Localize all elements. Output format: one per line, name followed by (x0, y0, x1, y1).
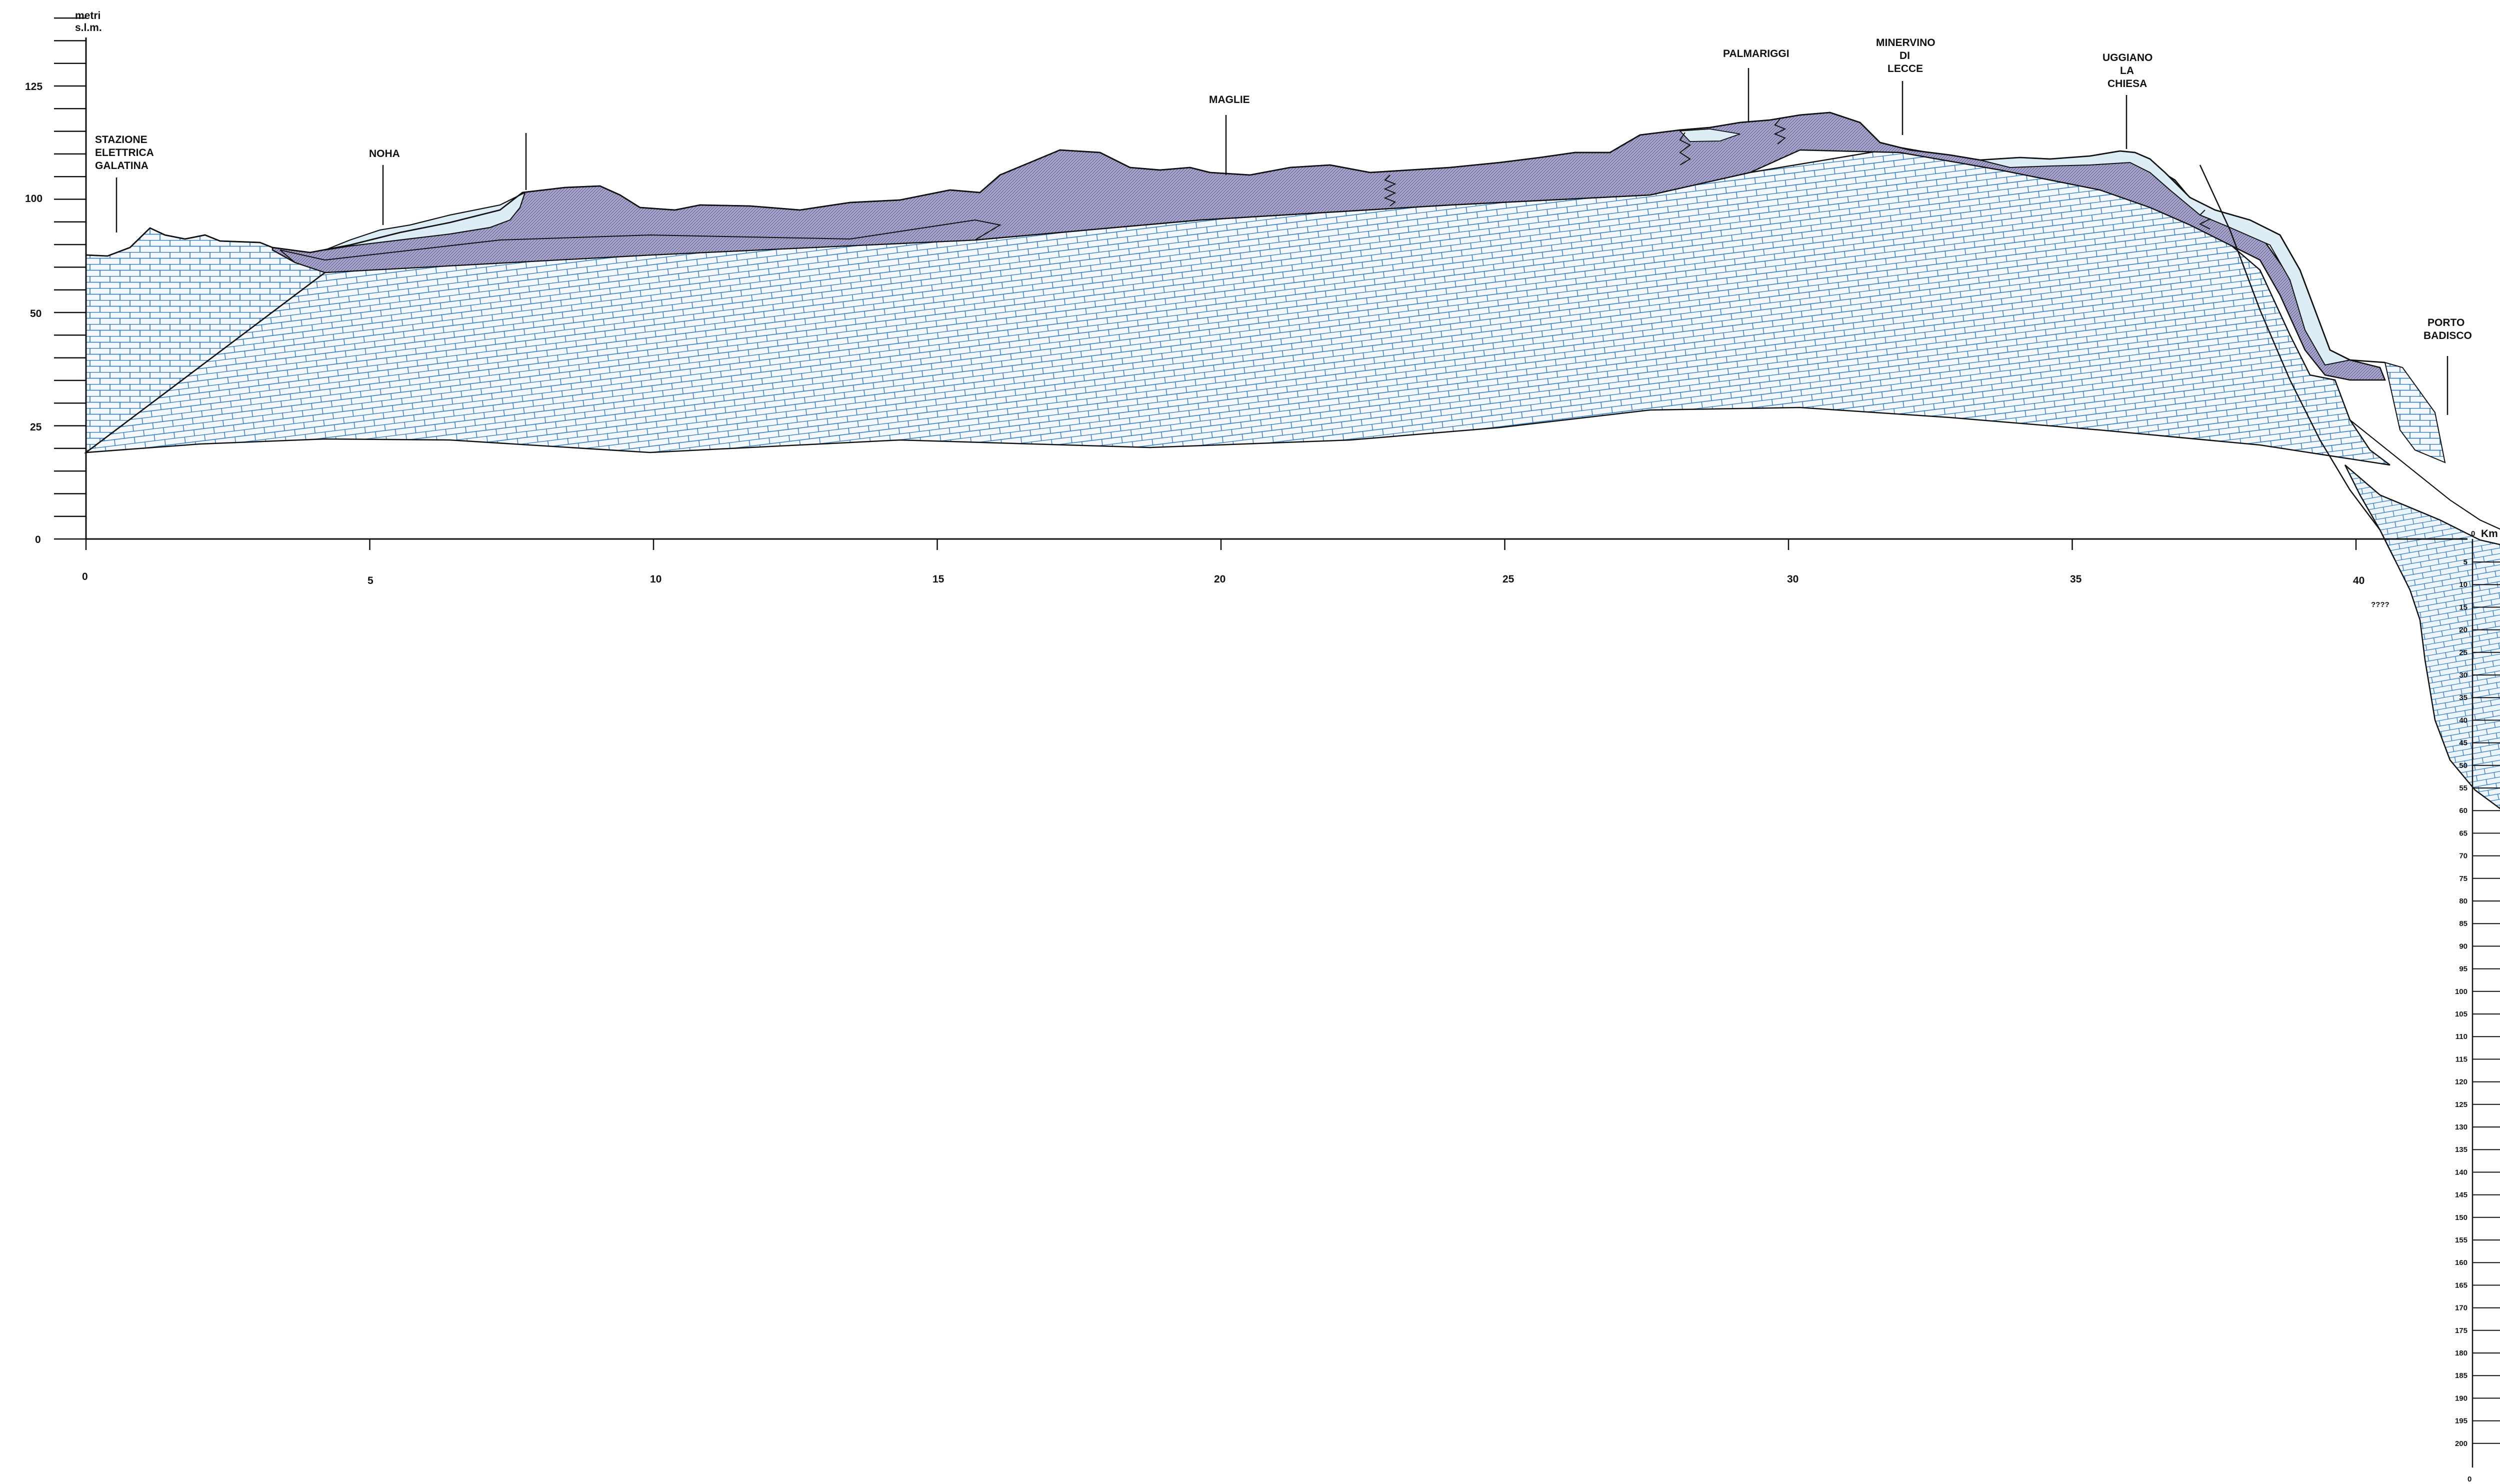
place-minervino-di-lecce: MINERVINO DI LECCE (1876, 37, 1936, 135)
heteropic-contact-3 (1774, 118, 1786, 144)
depth-axis-label: 175 (2455, 1326, 2468, 1335)
place-maglie: MAGLIE (1209, 94, 1250, 175)
x-tick-label-40: 40 (2353, 575, 2364, 586)
depth-axis-label: 50 (2459, 762, 2468, 770)
depth-axis-label: 95 (2459, 965, 2468, 974)
depth-axis-label: 130 (2455, 1123, 2468, 1132)
svg-text:LECCE: LECCE (1888, 63, 1923, 74)
depth-axis-label: 105 (2455, 1010, 2468, 1018)
depth-axis-label: 80 (2459, 897, 2468, 906)
svg-text:UGGIANO: UGGIANO (2102, 52, 2152, 64)
svg-text:PALMARIGGI: PALMARIGGI (1723, 48, 1790, 60)
calcarenite-lower-band (280, 219, 1002, 274)
y-tick-label-25: 25 (30, 422, 42, 433)
x-axis (85, 538, 2468, 550)
depth-axis-origin: 0 (2468, 1475, 2472, 1484)
depth-axis-label: 60 (2459, 806, 2468, 815)
depth-axis-label: 125 (2455, 1100, 2468, 1109)
depth-axis-label: 110 (2456, 1032, 2468, 1041)
depth-axis-label: 65 (2459, 829, 2468, 838)
place-porto-badisco: PORTO BADISCO (2424, 317, 2472, 415)
svg-text:GALATINA: GALATINA (95, 160, 148, 172)
depth-axis-label: 195 (2455, 1417, 2468, 1426)
svg-text:BADISCO: BADISCO (2424, 330, 2472, 342)
depth-axis-label: 70 (2459, 852, 2468, 860)
depth-axis-label: 75 (2459, 874, 2468, 883)
x-tick-label-10: 10 (650, 574, 662, 585)
heteropic-contact-4 (2198, 210, 2212, 230)
depth-axis-label: 185 (2455, 1372, 2468, 1380)
ground-profile (86, 112, 2386, 364)
depth-axis-label: 20 (2459, 626, 2468, 634)
svg-text:MAGLIE: MAGLIE (1209, 94, 1250, 106)
fault-line-left (86, 272, 326, 453)
depth-axis: 5 10 15 20 25 30 35 40 45 50 55 60 65 70 75 80 85 90 95 100… (2455, 539, 2500, 1468)
sand-deposit-noha (324, 191, 526, 251)
contact-line-sea (2350, 420, 2500, 530)
depth-axis-label: 200 (2455, 1440, 2468, 1448)
depth-axis-label: 100 (2455, 988, 2468, 996)
x-tick-label-25: 25 (1502, 574, 1514, 585)
svg-text:LA: LA (2120, 65, 2134, 76)
unknown-mark: ???? (2371, 600, 2390, 609)
depth-axis-label: 45 (2459, 739, 2468, 748)
heteropic-contact-1 (1384, 174, 1396, 206)
depth-axis-label: 35 (2459, 694, 2468, 702)
depth-axis-label: 160 (2455, 1258, 2468, 1267)
y-axis-unit-metri: metri (75, 10, 100, 22)
x-tick-label-20: 20 (1214, 574, 1226, 585)
depth-axis-label: 15 (2459, 603, 2468, 612)
x-axis-unit-zero: 0 (2471, 530, 2475, 538)
depth-axis-label: 85 (2459, 920, 2468, 928)
place-palmariggi: PALMARIGGI (1723, 48, 1790, 122)
svg-text:NOHA: NOHA (369, 148, 400, 160)
place-stazione-elettrica-galatina: STAZIONE ELETTRICA GALATINA (95, 134, 154, 232)
x-tick-label-30: 30 (1787, 574, 1798, 585)
svg-text:DI: DI (1900, 50, 1910, 62)
svg-text:ELETTRICA: ELETTRICA (95, 147, 154, 158)
depth-axis-label: 180 (2455, 1349, 2468, 1358)
svg-text:STAZIONE: STAZIONE (95, 134, 148, 146)
place-uggiano-la-chiesa: UGGIANO LA CHIESA (2102, 52, 2152, 149)
y-axis (54, 17, 87, 540)
depth-axis-label: 90 (2459, 942, 2468, 950)
x-axis-unit-km: Km (2481, 528, 2498, 540)
x-tick-label-15: 15 (932, 574, 944, 585)
x-tick-label-5: 5 (368, 575, 374, 586)
y-tick-label-50: 50 (30, 308, 42, 320)
limestone-deep-wedge (2344, 464, 2500, 810)
depth-axis-label: 120 (2455, 1078, 2468, 1086)
heteropic-contact-2 (1679, 132, 1691, 166)
depth-axis-label: 115 (2456, 1055, 2468, 1064)
depth-axis-label: 155 (2455, 1236, 2468, 1244)
svg-text:PORTO: PORTO (2428, 317, 2464, 328)
y-tick-label-125: 125 (25, 81, 42, 92)
depth-axis-label: 135 (2455, 1146, 2468, 1154)
svg-text:CHIESA: CHIESA (2108, 78, 2147, 90)
depth-axis-label: 145 (2455, 1191, 2468, 1200)
depth-axis-label: 170 (2455, 1304, 2468, 1312)
depth-axis-label: 190 (2455, 1394, 2468, 1402)
y-tick-label-0: 0 (35, 534, 41, 546)
place-noha: NOHA (369, 148, 400, 225)
limestone-block-badisco (2384, 362, 2446, 464)
sand-deposit-palmariggi (1679, 128, 1740, 142)
depth-axis-label: 30 (2459, 671, 2468, 680)
depth-axis-label: 55 (2459, 784, 2468, 792)
depth-axis-label: 25 (2459, 648, 2468, 657)
fault-line-deep (2199, 164, 2396, 560)
depth-axis-label: 150 (2455, 1214, 2468, 1222)
x-tick-label-0: 0 (82, 571, 88, 582)
svg-text:MINERVINO: MINERVINO (1876, 37, 1936, 48)
depth-axis-label: 140 (2455, 1168, 2468, 1176)
depth-axis-label: 165 (2455, 1281, 2468, 1290)
y-axis-unit-slm: s.l.m. (75, 22, 102, 34)
depth-axis-label: 10 (2459, 580, 2468, 589)
x-tick-label-35: 35 (2070, 574, 2082, 585)
y-tick-label-100: 100 (25, 193, 42, 204)
depth-axis-label: 5 (2464, 558, 2468, 566)
depth-axis-label: 40 (2459, 716, 2468, 724)
